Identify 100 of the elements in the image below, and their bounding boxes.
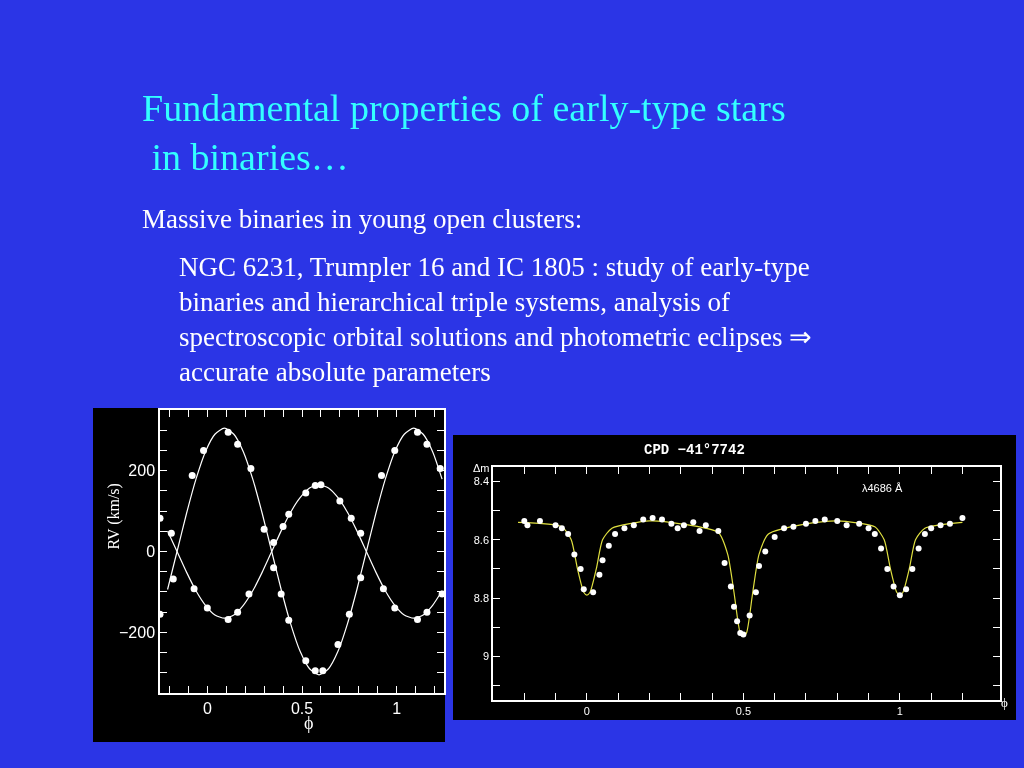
- point: [302, 489, 310, 497]
- y-tick-label: 9: [482, 650, 490, 663]
- point: [521, 517, 528, 524]
- x-tick-label: 1: [392, 699, 402, 717]
- y-tick-label: 8.6: [473, 533, 490, 546]
- point: [345, 610, 353, 618]
- point: [347, 514, 355, 522]
- point: [856, 520, 863, 527]
- point: [928, 525, 935, 532]
- point: [721, 560, 728, 567]
- point: [302, 657, 310, 665]
- x-tick-label: 0: [583, 704, 590, 717]
- point: [571, 551, 578, 558]
- chart-subtitle: Massive binaries in young open clusters:: [142, 204, 583, 234]
- point: [224, 428, 232, 436]
- y-tick-label: 8.4: [473, 475, 490, 488]
- point: [668, 520, 675, 527]
- point: [781, 525, 788, 532]
- point: [524, 522, 531, 529]
- point: [921, 530, 928, 537]
- point: [903, 586, 910, 593]
- point: [200, 446, 208, 454]
- point: [580, 586, 587, 593]
- point: [909, 565, 916, 572]
- point: [413, 615, 421, 623]
- point: [190, 585, 198, 593]
- chart-title: CPD −41°7742: [644, 442, 745, 458]
- point: [605, 542, 612, 549]
- y-tick-label: 0: [146, 543, 156, 561]
- point: [558, 525, 565, 532]
- point: [834, 517, 841, 524]
- point: [884, 565, 891, 572]
- point: [423, 440, 431, 448]
- point: [590, 589, 597, 596]
- point: [413, 428, 421, 436]
- point: [599, 557, 606, 564]
- point: [319, 667, 327, 675]
- point: [552, 522, 559, 529]
- point: [702, 522, 709, 529]
- point: [640, 516, 647, 523]
- point: [167, 529, 175, 537]
- point: [612, 530, 619, 537]
- point: [890, 583, 897, 590]
- point: [260, 525, 268, 533]
- point: [270, 539, 278, 547]
- point: [690, 519, 697, 526]
- point: [734, 618, 741, 625]
- x-tick-label: 0.5: [735, 704, 752, 717]
- point: [169, 575, 177, 583]
- point: [203, 604, 211, 612]
- point: [730, 603, 737, 610]
- point: [285, 616, 293, 624]
- point: [565, 530, 572, 537]
- point: [596, 571, 603, 578]
- y-tick-label: −200: [119, 623, 156, 641]
- point: [762, 548, 769, 555]
- point: [878, 545, 885, 552]
- point: [234, 440, 242, 448]
- point: [946, 520, 953, 527]
- point: [649, 514, 656, 521]
- point: [802, 520, 809, 527]
- point: [812, 517, 819, 524]
- x-tick-label: 0: [202, 699, 212, 717]
- point: [357, 529, 365, 537]
- point: [391, 604, 399, 612]
- point: [423, 608, 431, 616]
- point: [771, 533, 778, 540]
- point: [680, 522, 687, 529]
- point: [285, 510, 293, 518]
- point: [334, 640, 342, 648]
- point: [279, 522, 287, 530]
- point: [277, 590, 285, 598]
- point: [746, 612, 753, 619]
- point: [821, 516, 828, 523]
- point: [378, 471, 386, 479]
- point: [188, 471, 196, 479]
- point: [674, 525, 681, 532]
- point: [871, 530, 878, 537]
- point: [311, 667, 319, 675]
- text: NGC 6231, Trumpler 16 and IC 1805 : study of early-type binaries and hierarchical triple systems, analysis of spectroscopic orbital solutions and photometric eclipses ⇒ accurate absolute parameters: [179, 252, 813, 388]
- y-axis-title: Δm: [473, 462, 490, 474]
- annotation: λ4686 Å: [862, 482, 904, 494]
- y-tick-label: 200: [128, 462, 156, 480]
- point: [245, 590, 253, 598]
- point: [436, 465, 444, 473]
- point: [715, 528, 722, 535]
- point: [756, 563, 763, 570]
- point: [790, 523, 797, 530]
- point: [391, 446, 399, 454]
- point: [727, 583, 734, 590]
- point: [379, 585, 387, 593]
- point: [843, 522, 850, 529]
- x-axis-title: ϕ: [1001, 695, 1008, 710]
- point: [336, 497, 344, 505]
- x-tick-label: 1: [896, 704, 903, 717]
- point: [896, 592, 903, 599]
- point: [234, 608, 242, 616]
- point: [357, 574, 365, 582]
- point: [865, 525, 872, 532]
- y-tick-label: 8.8: [473, 591, 490, 604]
